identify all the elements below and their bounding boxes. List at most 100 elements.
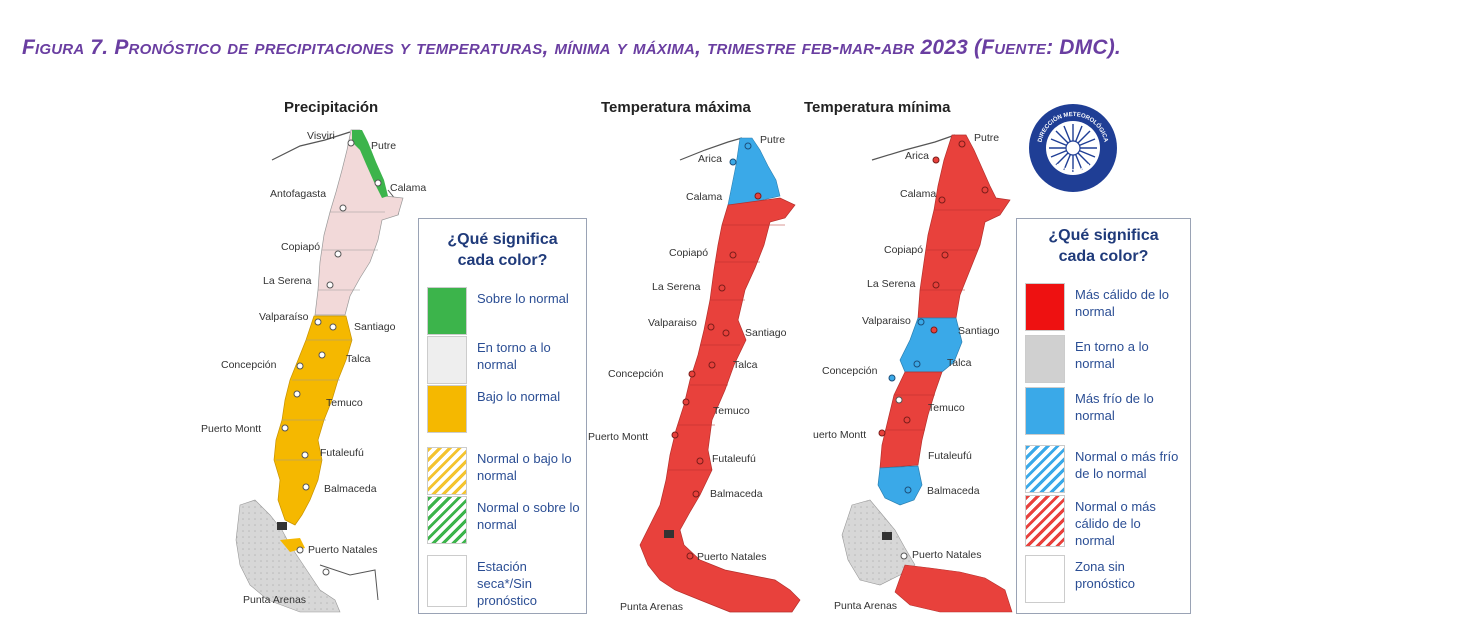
tmin-zone-magallanes bbox=[894, 564, 1013, 613]
precip-city-label: Visviri bbox=[307, 130, 335, 142]
precip-city-label: Puerto Montt bbox=[201, 423, 261, 435]
tmin-map-title: Temperatura mínima bbox=[804, 99, 951, 116]
temp-legend: ¿Qué significa cada color? Más cálido de… bbox=[1016, 218, 1191, 614]
tmin-city-label: Puerto Natales bbox=[912, 549, 981, 561]
legend-label: Estación seca*/Sin pronóstico bbox=[477, 559, 537, 608]
tmax-city-label: La Serena bbox=[652, 281, 701, 293]
precip-city-label: Talca bbox=[346, 353, 371, 365]
legend-swatch bbox=[1025, 555, 1065, 603]
precip-legend-item: Sobre lo normal bbox=[427, 287, 580, 335]
tmin-city-label: Putre bbox=[974, 132, 999, 144]
tmin-city-label: Santiago bbox=[958, 325, 1000, 337]
precip-city-label: Futaleufú bbox=[320, 447, 364, 459]
precip-map-title: Precipitación bbox=[284, 99, 379, 116]
temp-legend-item: Zona sin pronóstico bbox=[1025, 555, 1184, 603]
tmin-city-label: Balmaceda bbox=[927, 485, 980, 497]
tmax-city-label: Puerto Natales bbox=[697, 551, 766, 563]
precip-legend-title: ¿Qué significa cada color? bbox=[447, 231, 558, 269]
legend-label: En torno a lo normal bbox=[1075, 339, 1149, 371]
precip-zone-austral bbox=[235, 499, 341, 613]
tmax-city-label: Copiapó bbox=[669, 247, 708, 259]
legend-label: Más frío de lo normal bbox=[1075, 391, 1154, 423]
legend-label: Normal o más frío de lo normal bbox=[1075, 449, 1179, 481]
temp-legend-item: En torno a lo normal bbox=[1025, 335, 1184, 383]
legend-label: Normal o más cálido de lo normal bbox=[1075, 499, 1156, 548]
tmax-city-label: Puerto Montt bbox=[588, 431, 648, 443]
precip-city-label: Calama bbox=[390, 182, 426, 194]
precip-legend-item: Normal o bajo lo normal bbox=[427, 447, 580, 495]
tmax-city-label: Putre bbox=[760, 134, 785, 146]
tmin-city-label: Punta Arenas bbox=[834, 600, 897, 612]
legend-swatch bbox=[427, 287, 467, 335]
tmax-city-label: Temuco bbox=[713, 405, 750, 417]
precip-map: Visviri Putre Antofagasta Calama Copiapó… bbox=[201, 129, 426, 613]
tmax-city-label: Balmaceda bbox=[710, 488, 763, 500]
tmax-city-label: Futaleufú bbox=[712, 453, 756, 465]
tmin-zone-north bbox=[917, 134, 1011, 319]
precip-city-label: Balmaceda bbox=[324, 483, 377, 495]
tmin-city-label: uerto Montt bbox=[813, 429, 866, 441]
legend-swatch bbox=[427, 447, 467, 495]
precip-city-label: La Serena bbox=[263, 275, 312, 287]
tmax-city-label: Concepción bbox=[608, 368, 664, 380]
tmin-city-label: Temuco bbox=[928, 402, 965, 414]
tmax-city-label: Punta Arenas bbox=[620, 601, 683, 613]
tmax-city-label: Valparaiso bbox=[648, 317, 697, 329]
tmin-city-label: Copiapó bbox=[884, 244, 923, 256]
precip-city-label: Puerto Natales bbox=[308, 544, 377, 556]
legend-swatch bbox=[427, 555, 467, 607]
precip-city-label: Concepción bbox=[221, 359, 277, 371]
tmin-zone-aysen bbox=[877, 465, 923, 506]
tmin-zone-marker bbox=[882, 532, 892, 540]
precip-legend: ¿Qué significa cada color? Sobre lo norm… bbox=[418, 218, 587, 614]
legend-swatch bbox=[427, 496, 467, 544]
precip-zone-marker bbox=[277, 522, 287, 530]
tmax-map: Putre Arica Calama Copiapó La Serena Val… bbox=[588, 134, 801, 613]
tmax-city-label: Arica bbox=[698, 153, 722, 165]
tmin-city-label: Arica bbox=[905, 150, 929, 162]
temp-legend-item: Normal o más frío de lo normal bbox=[1025, 445, 1184, 493]
precip-city-label: Copiapó bbox=[281, 241, 320, 253]
legend-swatch bbox=[1025, 387, 1065, 435]
precip-city-label: Temuco bbox=[326, 397, 363, 409]
legend-label: Bajo lo normal bbox=[477, 389, 561, 404]
temp-legend-title: ¿Qué significa cada color? bbox=[1048, 227, 1159, 265]
precip-zone-central-south bbox=[273, 315, 353, 526]
tmin-map: Putre Arica Calama Copiapó La Serena Val… bbox=[813, 132, 1013, 613]
svg-text:METEOCHILE: METEOCHILE bbox=[1053, 164, 1092, 176]
figure-caption: Figura 7. Pronóstico de precipitaciones … bbox=[22, 36, 1121, 59]
temp-legend-item: Normal o más cálido de lo normal bbox=[1025, 495, 1184, 548]
tmax-zone-rest bbox=[639, 197, 801, 613]
legend-swatch bbox=[427, 385, 467, 433]
tmax-map-title: Temperatura máxima bbox=[601, 99, 751, 116]
legend-swatch bbox=[1025, 335, 1065, 383]
tmax-city-label: Talca bbox=[733, 359, 758, 371]
tmax-zone-north bbox=[727, 137, 781, 206]
precip-legend-item: En torno a lo normal bbox=[427, 336, 580, 384]
tmin-zone-south bbox=[879, 371, 943, 469]
legend-swatch bbox=[1025, 283, 1065, 331]
dmc-logo: DIRECCIÓN METEOROLÓGICA METEOCHILE bbox=[1029, 104, 1117, 192]
legend-swatch bbox=[427, 336, 467, 384]
precip-legend-item: Normal o sobre lo normal bbox=[427, 496, 580, 544]
tmin-city-label: La Serena bbox=[867, 278, 916, 290]
legend-label: Más cálido de lo normal bbox=[1075, 287, 1169, 319]
tmin-city-label: Valparaiso bbox=[862, 315, 911, 327]
precip-legend-item: Bajo lo normal bbox=[427, 385, 580, 433]
tmin-city-label: Calama bbox=[900, 188, 936, 200]
precip-legend-item: Estación seca*/Sin pronóstico bbox=[427, 555, 580, 608]
tmin-city-label: Futaleufú bbox=[928, 450, 972, 462]
tmax-city-label: Calama bbox=[686, 191, 722, 203]
precip-city-label: Antofagasta bbox=[270, 188, 326, 200]
legend-swatch bbox=[1025, 495, 1065, 547]
precip-city-label: Santiago bbox=[354, 321, 396, 333]
legend-label: En torno a lo normal bbox=[477, 340, 551, 372]
legend-label: Sobre lo normal bbox=[477, 291, 569, 306]
temp-legend-item: Más cálido de lo normal bbox=[1025, 283, 1184, 331]
tmin-city-label: Concepción bbox=[822, 365, 878, 377]
legend-label: Normal o sobre lo normal bbox=[477, 500, 580, 532]
temp-legend-item: Más frío de lo normal bbox=[1025, 387, 1184, 435]
precip-city-label: Valparaíso bbox=[259, 311, 309, 323]
precip-city-label: Punta Arenas bbox=[243, 594, 306, 606]
